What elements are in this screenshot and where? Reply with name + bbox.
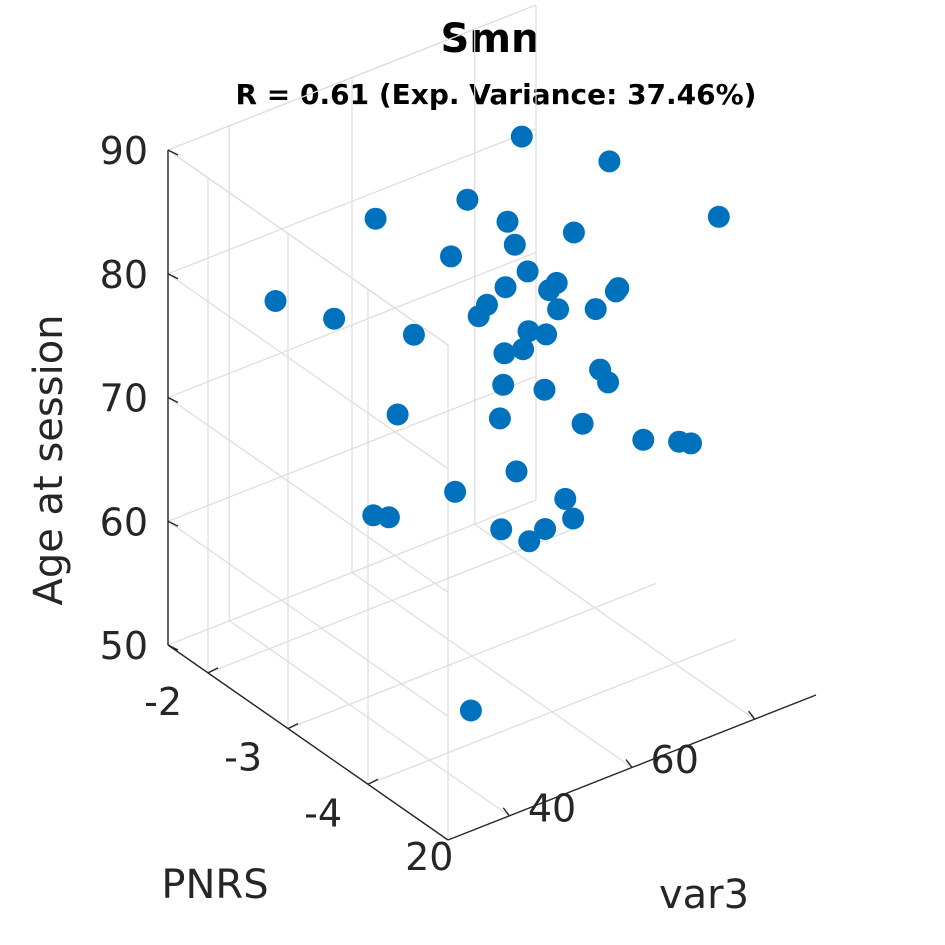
z-tick-label: 60	[100, 500, 148, 544]
z-tick-label: 50	[100, 624, 148, 668]
y-tick-label: -4	[304, 791, 342, 835]
scatter-point	[562, 507, 585, 530]
scatter-point	[535, 323, 558, 346]
y-tick	[287, 722, 299, 730]
x-tick-label: 20	[405, 835, 453, 879]
floor-gridline-x	[474, 523, 756, 720]
y-tick-label: -3	[224, 736, 262, 780]
x-tick	[502, 807, 510, 817]
floor-gridline-y	[287, 583, 657, 730]
axes	[167, 149, 817, 841]
scatter-point	[680, 432, 702, 455]
x-tick	[625, 759, 633, 768]
z-tick	[167, 644, 179, 651]
y-tick-label: -2	[144, 680, 182, 724]
x-tick	[748, 710, 756, 720]
scatter-point	[598, 150, 621, 173]
floor-gridline-y	[367, 638, 737, 785]
tick-labels: 20 40 60 -2 -3 -4 50 60 70 80 90	[100, 129, 699, 879]
scatter-point	[467, 305, 490, 328]
scatter-point	[632, 428, 655, 451]
scatter-point	[516, 260, 539, 283]
wall-gridline-z	[167, 397, 449, 593]
floor-gridline-y	[207, 527, 577, 674]
box-edge	[167, 4, 537, 151]
wall-gridline-z	[167, 499, 537, 646]
scatter-point	[444, 480, 467, 503]
z-tick-label: 70	[100, 377, 148, 421]
chart-subtitle: R = 0.61 (Exp. Variance: 37.46%)	[236, 78, 757, 111]
x-tick-label: 60	[651, 738, 699, 782]
scatter-point	[494, 276, 517, 299]
wall-gridline-z	[167, 520, 449, 717]
scatter-point	[505, 460, 528, 483]
wall-gridline-z	[167, 251, 537, 399]
z-tick	[167, 273, 179, 280]
scatter-point	[456, 188, 479, 211]
scatter-point	[510, 125, 533, 148]
scatter-point	[492, 373, 515, 396]
wall-gridline-z	[167, 128, 537, 275]
scatter-point	[512, 338, 535, 361]
scatter-point	[517, 320, 540, 343]
scatter-point	[534, 518, 557, 540]
y-tick	[367, 778, 379, 785]
scatter-point	[707, 205, 730, 228]
scatter-point	[402, 323, 425, 346]
scatter-point	[488, 407, 511, 430]
scatter-point	[364, 207, 387, 230]
scatter-point	[547, 298, 570, 321]
x-axis-label: var3	[659, 872, 749, 918]
z-tick	[167, 520, 179, 527]
scatter-point	[554, 487, 577, 510]
scatter-point	[496, 210, 519, 233]
scatter-point	[386, 403, 409, 426]
scatter-point	[589, 358, 612, 381]
z-axis-label: Age at session	[26, 314, 72, 605]
scatter-point	[493, 342, 516, 365]
floor-gridline-x	[351, 572, 633, 768]
scatter-point	[503, 233, 526, 256]
wall-gridline-z	[167, 375, 537, 522]
y-axis-label: PNRS	[161, 862, 268, 908]
scatter-point	[518, 530, 541, 553]
scatter-point	[490, 518, 513, 541]
scatter-point	[264, 290, 287, 312]
box-edge	[167, 149, 449, 346]
scatter-point	[459, 699, 482, 722]
scatter-point	[323, 307, 346, 330]
scatter-point	[440, 245, 462, 268]
z-tick-label: 80	[100, 253, 148, 297]
scatter-point	[584, 298, 607, 321]
scatter-point	[533, 378, 556, 401]
scatter-point	[604, 280, 627, 303]
y-tick	[207, 667, 219, 674]
z-tick	[167, 149, 179, 156]
z-tick	[167, 396, 179, 404]
x-tick-label: 40	[528, 787, 576, 831]
scatter-point	[538, 279, 561, 302]
y-axis-line	[167, 644, 449, 841]
scatter-point	[562, 221, 585, 244]
scatter-point	[377, 506, 400, 529]
floor-gridline-x	[228, 620, 510, 817]
data-points	[264, 125, 730, 722]
z-tick-label: 90	[100, 129, 148, 173]
wall-gridline-z	[167, 273, 449, 470]
scatter-point	[571, 412, 594, 435]
